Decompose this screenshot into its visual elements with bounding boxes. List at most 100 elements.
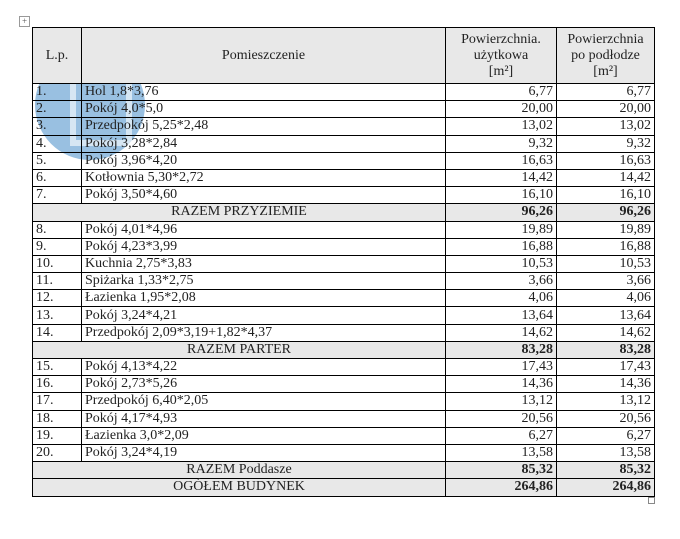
- summary-usable: 83,28: [445, 340, 557, 360]
- header-lp: L.p.: [32, 27, 82, 84]
- header-floor: Powierzchnia po podłodze [m²]: [556, 27, 655, 84]
- row-lp: 6.: [32, 168, 82, 188]
- row-usable: 20,00: [445, 100, 557, 119]
- row-floor: 6,27: [556, 426, 655, 445]
- row-usable: 13,64: [445, 306, 557, 325]
- summary-floor: 85,32: [556, 461, 655, 480]
- table-resize-handle[interactable]: [648, 497, 655, 504]
- row-lp: 13.: [32, 306, 82, 325]
- row-floor: 6,77: [556, 82, 655, 102]
- table-row: 13. Pokój 3,24*4,21 13,64 13,64: [32, 306, 655, 325]
- row-room: Kuchnia 2,75*3,83: [81, 254, 446, 274]
- summary-usable: 264,86: [445, 478, 557, 497]
- row-room: Przedpokój 5,25*2,48: [81, 117, 446, 136]
- row-usable: 9,32: [445, 134, 557, 153]
- row-floor: 17,43: [556, 357, 655, 377]
- row-room: Pokój 4,01*4,96: [81, 220, 446, 239]
- row-room: Pokój 2,73*5,26: [81, 375, 446, 394]
- table-row: 12. Łazienka 1,95*2,08 4,06 4,06: [32, 289, 655, 308]
- row-room: Przedpokój 2,09*3,19+1,82*4,37: [81, 323, 446, 342]
- row-floor: 20,56: [556, 409, 655, 428]
- row-floor: 16,63: [556, 151, 655, 170]
- row-lp: 11.: [32, 272, 82, 291]
- table-row: 11. Spiżarka 1,33*2,75 3,66 3,66: [32, 272, 655, 291]
- summary-usable: 96,26: [445, 203, 557, 222]
- row-room: Pokój 3,24*4,21: [81, 306, 446, 325]
- row-usable: 10,53: [445, 254, 557, 274]
- row-usable: 13,12: [445, 392, 557, 411]
- row-usable: 13,58: [445, 443, 557, 463]
- row-usable: 16,88: [445, 237, 557, 256]
- summary-row: OGÓŁEM BUDYNEK 264,86 264,86: [32, 478, 655, 497]
- row-usable: 16,63: [445, 151, 557, 170]
- row-usable: 3,66: [445, 272, 557, 291]
- table-row: 4. Pokój 3,28*2,84 9,32 9,32: [32, 134, 655, 153]
- row-lp: 19.: [32, 426, 82, 445]
- row-room: Przedpokój 6,40*2,05: [81, 392, 446, 411]
- row-floor: 14,62: [556, 323, 655, 342]
- row-floor: 9,32: [556, 134, 655, 153]
- header-usable: Powierzchnia. użytkowa [m²]: [445, 27, 557, 84]
- row-lp: 15.: [32, 357, 82, 377]
- table-row: 16. Pokój 2,73*5,26 14,36 14,36: [32, 375, 655, 394]
- row-room: Pokój 4,13*4,22: [81, 357, 446, 377]
- row-lp: 4.: [32, 134, 82, 153]
- table-header: L.p. Pomieszczenie Powierzchnia. użytkowa…: [32, 27, 655, 84]
- row-room: Kotłownia 5,30*2,72: [81, 168, 446, 188]
- row-lp: 7.: [32, 186, 82, 205]
- row-floor: 16,10: [556, 186, 655, 205]
- table-row: 15. Pokój 4,13*4,22 17,43 17,43: [32, 357, 655, 377]
- table-move-handle-icon[interactable]: +: [19, 16, 30, 27]
- row-usable: 6,27: [445, 426, 557, 445]
- row-usable: 19,89: [445, 220, 557, 239]
- row-floor: 20,00: [556, 100, 655, 119]
- row-usable: 17,43: [445, 357, 557, 377]
- row-room: Pokój 4,0*5,0: [81, 100, 446, 119]
- table-row: 10. Kuchnia 2,75*3,83 10,53 10,53: [32, 254, 655, 274]
- summary-row: RAZEM PARTER 83,28 83,28: [32, 340, 655, 360]
- row-lp: 18.: [32, 409, 82, 428]
- row-room: Pokój 4,17*4,93: [81, 409, 446, 428]
- table-row: 8. Pokój 4,01*4,96 19,89 19,89: [32, 220, 655, 239]
- row-usable: 16,10: [445, 186, 557, 205]
- row-lp: 3.: [32, 117, 82, 136]
- row-usable: 13,02: [445, 117, 557, 136]
- table-row: 3. Przedpokój 5,25*2,48 13,02 13,02: [32, 117, 655, 136]
- table-row: 1. Hol 1,8*3,76 6,77 6,77: [32, 82, 655, 102]
- row-room: Pokój 3,28*2,84: [81, 134, 446, 153]
- row-lp: 17.: [32, 392, 82, 411]
- row-room: Hol 1,8*3,76: [81, 82, 446, 102]
- row-usable: 14,42: [445, 168, 557, 188]
- row-usable: 14,62: [445, 323, 557, 342]
- row-lp: 8.: [32, 220, 82, 239]
- row-floor: 13,58: [556, 443, 655, 463]
- row-floor: 14,36: [556, 375, 655, 394]
- row-floor: 4,06: [556, 289, 655, 308]
- row-usable: 14,36: [445, 375, 557, 394]
- table-row: 17. Przedpokój 6,40*2,05 13,12 13,12: [32, 392, 655, 411]
- table-row: 20. Pokój 3,24*4,19 13,58 13,58: [32, 443, 655, 463]
- header-room: Pomieszczenie: [81, 27, 446, 84]
- summary-label: RAZEM PRZYZIEMIE: [32, 203, 446, 222]
- summary-floor: 83,28: [556, 340, 655, 360]
- row-floor: 14,42: [556, 168, 655, 188]
- row-lp: 9.: [32, 237, 82, 256]
- table-row: 5. Pokój 3,96*4,20 16,63 16,63: [32, 151, 655, 170]
- summary-floor: 264,86: [556, 478, 655, 497]
- row-floor: 3,66: [556, 272, 655, 291]
- row-lp: 20.: [32, 443, 82, 463]
- row-usable: 6,77: [445, 82, 557, 102]
- table-row: 18. Pokój 4,17*4,93 20,56 20,56: [32, 409, 655, 428]
- table-row: 6. Kotłownia 5,30*2,72 14,42 14,42: [32, 168, 655, 188]
- row-floor: 10,53: [556, 254, 655, 274]
- summary-usable: 85,32: [445, 461, 557, 480]
- row-usable: 20,56: [445, 409, 557, 428]
- row-room: Pokój 3,24*4,19: [81, 443, 446, 463]
- area-table: L.p. Pomieszczenie Powierzchnia. użytkowa…: [32, 27, 655, 497]
- row-room: Pokój 3,96*4,20: [81, 151, 446, 170]
- row-floor: 13,64: [556, 306, 655, 325]
- row-room: Pokój 4,23*3,99: [81, 237, 446, 256]
- row-lp: 10.: [32, 254, 82, 274]
- summary-label: RAZEM PARTER: [32, 340, 446, 360]
- row-lp: 14.: [32, 323, 82, 342]
